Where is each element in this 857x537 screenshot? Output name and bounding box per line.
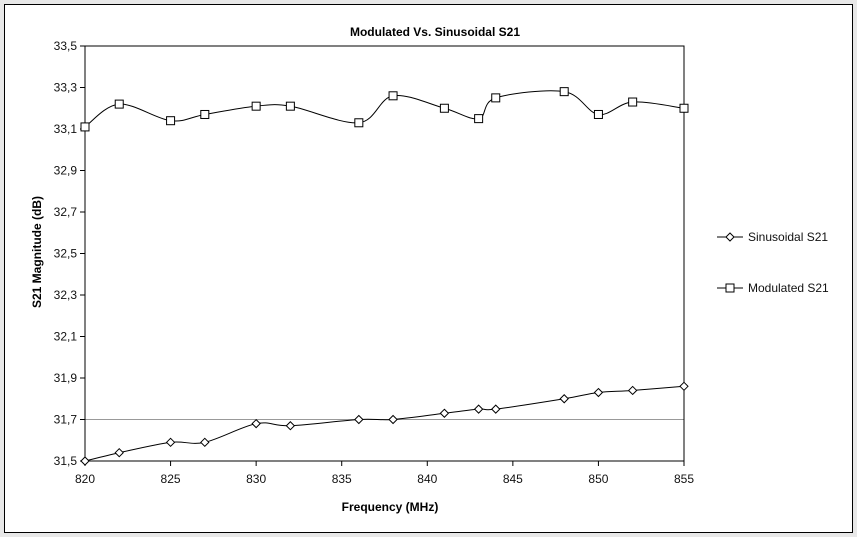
sinusoidal-s21-point (388, 414, 398, 425)
x-tick-label: 855 (674, 472, 694, 486)
x-tick-label: 840 (417, 472, 437, 486)
sinusoidal-s21-point (200, 437, 210, 448)
y-tick-label: 31,9 (54, 371, 78, 385)
sinusoidal-s21-point (165, 437, 176, 448)
modulated-s21-point (559, 87, 569, 97)
modulated-s21-point (200, 109, 210, 119)
sinusoidal-s21-point (491, 404, 501, 414)
y-axis-label: S21 Magnitude (dB) (30, 196, 44, 308)
chart-svg: Modulated Vs. Sinusoidal S21 Frequency (… (30, 25, 829, 514)
sinusoidal-s21-point (559, 394, 569, 404)
modulated-s21-point (439, 103, 449, 113)
modulated-s21-point (80, 122, 90, 132)
sinusoidal-s21-point (285, 421, 296, 431)
modulated-s21-point (166, 116, 176, 126)
x-tick-label: 820 (75, 472, 95, 486)
sinusoidal-s21-line (84, 385, 685, 462)
modulated-s21-point (114, 99, 124, 109)
y-tick-label: 32,3 (54, 288, 78, 302)
y-tick-label: 31,5 (54, 454, 78, 468)
sinusoidal-s21-point (114, 447, 124, 458)
sinusoidal-s21-point (251, 418, 261, 429)
legend-label: Sinusoidal S21 (748, 230, 828, 244)
x-axis-label: Frequency (MHz) (342, 500, 439, 514)
modulated-s21-point (679, 103, 689, 113)
legend-marker (725, 283, 735, 293)
x-tick-label: 825 (161, 472, 181, 486)
sinusoidal-s21-point (354, 414, 364, 425)
sinusoidal-s21-point (627, 385, 638, 396)
sinusoidal-s21-point (679, 381, 689, 392)
x-tick-label: 835 (332, 472, 352, 486)
modulated-s21-point (491, 93, 501, 103)
sinusoidal-s21-point (473, 404, 484, 414)
y-tick-label: 32,1 (54, 330, 78, 344)
chart-title: Modulated Vs. Sinusoidal S21 (350, 25, 520, 39)
y-tick-label: 33,3 (54, 81, 78, 95)
chart-area: Modulated Vs. Sinusoidal S21 Frequency (… (4, 4, 853, 533)
modulated-s21-point (593, 109, 603, 119)
x-tick-label: 830 (246, 472, 266, 486)
y-tick-label: 32,9 (54, 164, 78, 178)
modulated-s21-point (251, 101, 261, 111)
y-tick-label: 32,7 (54, 205, 78, 219)
y-tick-label: 32,5 (54, 247, 78, 261)
legend-label: Modulated S21 (748, 281, 829, 295)
sinusoidal-s21-point (80, 456, 90, 466)
sinusoidal-s21-point (439, 408, 450, 418)
y-tick-label: 33,1 (54, 122, 78, 136)
y-tick-label: 31,7 (54, 413, 78, 427)
modulated-s21-point (354, 118, 364, 128)
modulated-s21-point (628, 97, 638, 107)
x-tick-label: 850 (588, 472, 608, 486)
modulated-s21-point (474, 114, 484, 124)
sinusoidal-s21-point (593, 387, 604, 398)
legend-marker (725, 232, 735, 242)
plot-frame (84, 45, 685, 462)
x-tick-label: 845 (503, 472, 523, 486)
y-tick-label: 33,5 (54, 39, 78, 53)
modulated-s21-point (285, 101, 295, 111)
modulated-s21-point (388, 91, 398, 101)
